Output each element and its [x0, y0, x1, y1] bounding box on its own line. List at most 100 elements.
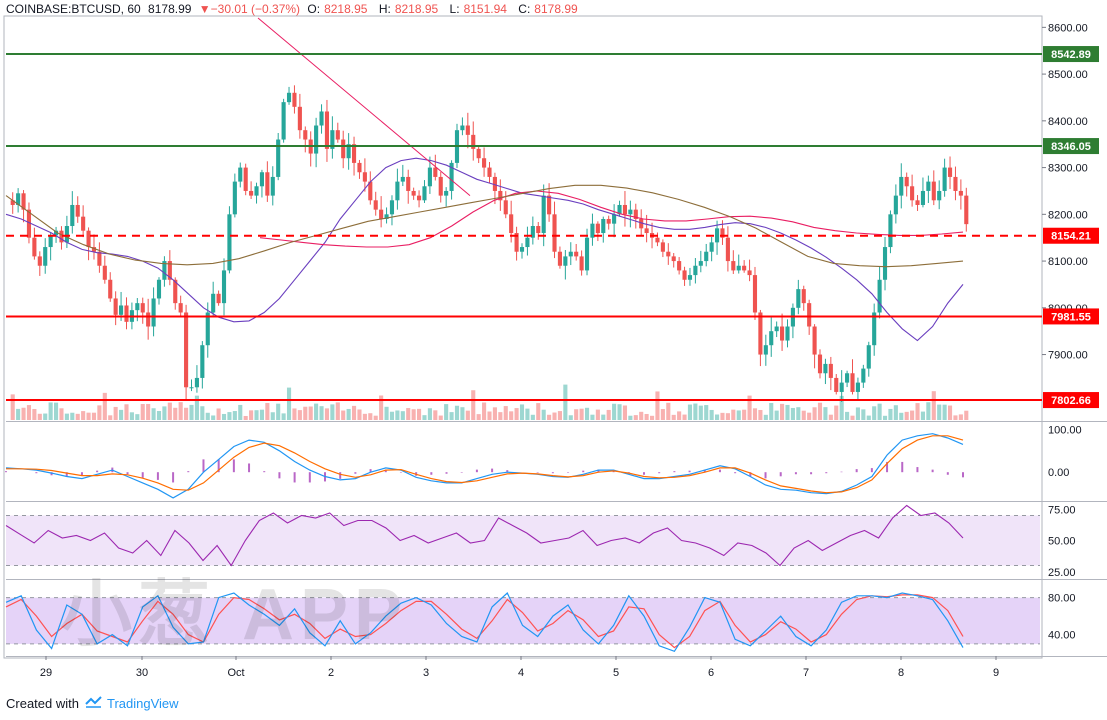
volume-bar [330, 404, 335, 420]
candle-body [433, 167, 438, 177]
volume-bar [644, 413, 649, 420]
candle-body [953, 176, 958, 191]
candle-body [877, 279, 882, 313]
volume-bar [780, 403, 785, 420]
candle-body [774, 326, 779, 332]
candle-body [146, 312, 151, 327]
candle-body [303, 130, 308, 140]
volume-bar [314, 403, 319, 420]
candle-body [704, 251, 709, 262]
volume-bar [947, 405, 953, 420]
volume-bar [59, 408, 64, 420]
volume-bar [194, 395, 199, 420]
volume-bar [335, 402, 340, 420]
volume-bar [774, 410, 779, 420]
watermark-logo: 小葱 APP [60, 575, 409, 655]
volume-bar [482, 402, 487, 420]
volume-bar [926, 402, 931, 420]
volume-bar [839, 395, 844, 420]
volume-bar [877, 403, 882, 420]
candle-body [796, 289, 801, 308]
volume-bar [373, 415, 378, 420]
candle-body [595, 223, 600, 234]
volume-bar [465, 410, 470, 420]
volume-bar [406, 408, 411, 420]
candle-body [633, 209, 638, 219]
candle-body [622, 204, 628, 215]
volume-bar [850, 415, 855, 420]
candle-body [476, 148, 481, 159]
volume-bar [563, 384, 568, 420]
candle-body [720, 228, 725, 238]
plot-frame [3, 15, 1043, 659]
volume-bar [259, 409, 264, 420]
level-tag-bg [1043, 227, 1099, 244]
candle-body [205, 312, 210, 346]
level-tag-text: 7802.66 [1051, 395, 1091, 407]
volume-bar [817, 402, 823, 420]
volume-bar [693, 403, 698, 420]
candle-body [709, 242, 714, 252]
candle-body [178, 303, 183, 313]
candles [10, 85, 969, 420]
candle-body [872, 312, 877, 346]
candle-body [43, 247, 48, 266]
volume-bar [704, 405, 709, 420]
candle-body [449, 162, 454, 191]
candle-body [503, 200, 508, 215]
volume-bar [677, 411, 682, 420]
volume-bar [834, 405, 839, 420]
volume-bar [200, 406, 205, 420]
candle-body [59, 230, 64, 243]
volume-bar [736, 410, 741, 420]
footer: Created with TradingView [6, 696, 179, 711]
volume-bar [731, 409, 736, 420]
candle-body [140, 303, 145, 313]
volume-bar [801, 410, 806, 420]
candle-body [97, 251, 102, 266]
candle-body [530, 226, 535, 238]
candle-body [926, 181, 931, 191]
candle-body [682, 270, 687, 280]
candle-body [238, 167, 243, 182]
volume-bar [622, 405, 628, 420]
volume-bar [671, 414, 676, 420]
volume-bar [698, 405, 703, 420]
candle-body [492, 176, 497, 191]
volume-bar [612, 403, 617, 420]
candle-body [189, 387, 194, 389]
volume-bar [216, 408, 221, 420]
volume-bar [812, 407, 817, 420]
volume-bar [547, 414, 552, 420]
volume-bar [162, 406, 167, 420]
candle-body [780, 326, 785, 341]
volume-bar [221, 413, 227, 420]
volume-bar [184, 407, 189, 420]
created-with-label: Created with [6, 696, 79, 711]
candle-body [357, 162, 362, 173]
volume-bar [536, 403, 541, 420]
tradingview-link[interactable]: TradingView [106, 696, 179, 711]
volume-bar [720, 412, 725, 420]
volume-bar [113, 406, 118, 420]
time-axis-label: 6 [708, 667, 714, 679]
candle-body [942, 167, 947, 191]
level-tag-8542.89: 8542.89 [1043, 46, 1099, 63]
candle-body [958, 190, 963, 196]
candle-body [368, 181, 373, 201]
volume-bar [351, 405, 357, 420]
candle-body [644, 228, 649, 234]
volume-bar [173, 407, 178, 420]
candle-body [265, 172, 270, 196]
volume-bar [899, 412, 904, 420]
candle-body [487, 167, 492, 177]
candle-body [687, 275, 693, 280]
volume-bar [444, 404, 449, 420]
candle-body [801, 289, 806, 304]
candle-body [931, 181, 936, 201]
volume-bar [238, 404, 243, 420]
candle-body [330, 130, 335, 149]
volume-bar [53, 402, 59, 420]
ma-mid-line [259, 190, 964, 248]
